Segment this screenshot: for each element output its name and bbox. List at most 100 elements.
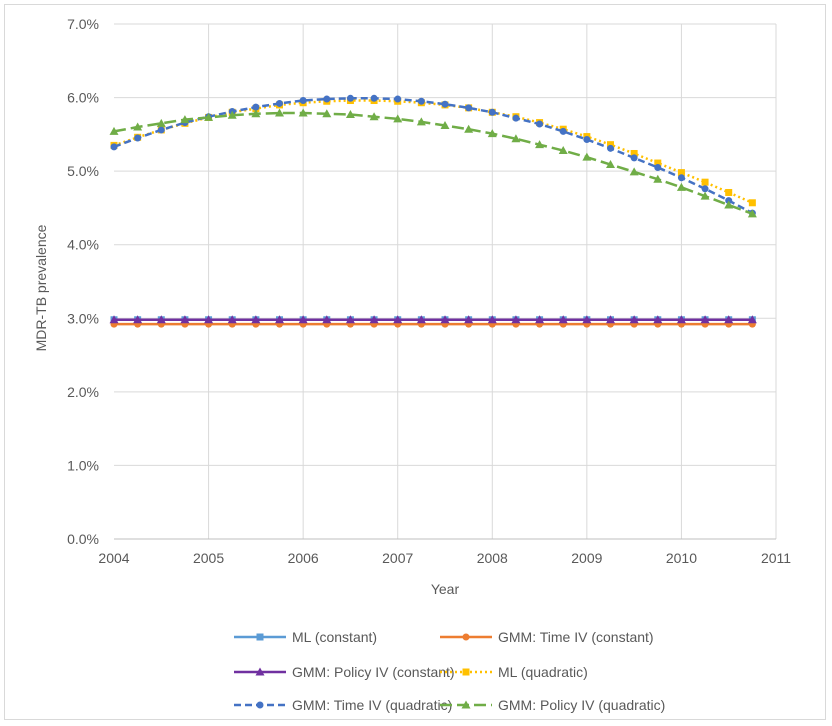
x-tick-label: 2004 (98, 550, 129, 566)
series-3 (110, 97, 756, 207)
legend-label: ML (quadratic) (498, 664, 588, 680)
data-point (345, 315, 355, 324)
data-point (677, 169, 685, 177)
y-tick-label: 6.0% (67, 90, 99, 106)
data-point (441, 100, 449, 108)
x-tick-label: 2008 (477, 550, 508, 566)
data-point (607, 144, 614, 152)
data-point (109, 126, 119, 135)
data-point (275, 315, 284, 324)
data-point (536, 120, 544, 128)
series-5 (109, 108, 757, 218)
data-point (299, 97, 307, 105)
legend-entry: GMM: Policy IV (quadratic) (440, 697, 665, 713)
data-point (582, 152, 592, 161)
data-point (701, 178, 709, 186)
x-tick-label: 2006 (288, 550, 319, 566)
data-point (251, 109, 261, 118)
data-point (440, 315, 450, 324)
data-point (748, 199, 756, 207)
legend-label: GMM: Policy IV (quadratic) (498, 697, 665, 713)
data-point (440, 121, 450, 130)
y-tick-label: 3.0% (67, 310, 99, 326)
data-point (393, 114, 403, 123)
y-tick-label: 0.0% (67, 531, 99, 547)
data-point (110, 143, 118, 151)
data-point (227, 110, 237, 119)
data-point (345, 109, 355, 118)
data-point (156, 315, 166, 324)
legend-swatch-marker (462, 633, 470, 641)
legend: ML (constant) GMM: Time IV (constant) GMM:… (234, 629, 665, 713)
legend-swatch-marker (255, 667, 265, 676)
series-line (113, 111, 753, 215)
data-point (654, 163, 662, 171)
legend-entry: ML (quadratic) (440, 664, 588, 680)
data-point (606, 160, 615, 169)
series-4 (110, 94, 756, 217)
data-point (701, 185, 709, 193)
data-point (204, 315, 214, 324)
data-point (558, 146, 568, 155)
data-point (700, 315, 710, 324)
data-point (676, 315, 686, 324)
data-point (724, 200, 734, 209)
data-point (298, 315, 308, 324)
y-axis-title: MDR-TB prevalence (33, 224, 49, 351)
data-point (369, 315, 379, 324)
data-point (677, 174, 685, 182)
data-point (251, 315, 261, 324)
y-tick-labels: 0.0% 1.0% 2.0% 3.0% 4.0% 5.0% 6.0% 7.0% (67, 16, 99, 547)
data-point (394, 95, 402, 103)
data-point (511, 315, 521, 324)
data-point (487, 129, 497, 138)
data-point (700, 191, 710, 200)
data-point (369, 112, 379, 121)
legend-label: GMM: Time IV (quadratic) (292, 697, 452, 713)
legend-label: GMM: Policy IV (constant) (292, 664, 455, 680)
x-tick-label: 2011 (761, 550, 791, 566)
data-point (416, 315, 426, 324)
data-point (487, 315, 497, 324)
data-point (134, 134, 142, 142)
data-point (606, 315, 615, 324)
x-tick-label: 2009 (571, 550, 602, 566)
data-point (133, 122, 143, 131)
x-tick-label: 2010 (666, 550, 697, 566)
data-point (747, 209, 757, 218)
data-point (416, 117, 426, 126)
data-point (370, 94, 378, 102)
series-group (109, 94, 757, 328)
legend-entry: GMM: Time IV (constant) (440, 629, 654, 645)
data-point (322, 315, 332, 324)
data-point (323, 95, 331, 103)
data-point (653, 315, 663, 324)
data-point (725, 188, 733, 196)
data-point (653, 174, 663, 183)
data-point (180, 115, 190, 124)
data-point (488, 108, 496, 116)
legend-swatch-marker (462, 668, 470, 676)
data-point (276, 99, 283, 107)
legend-swatch-marker (256, 701, 264, 709)
data-point (133, 315, 143, 324)
data-point (393, 315, 403, 324)
data-point (227, 315, 237, 324)
data-point (109, 315, 119, 324)
series-2 (109, 315, 757, 324)
legend-entry: GMM: Time IV (quadratic) (234, 697, 452, 713)
data-point (511, 134, 521, 143)
data-point (417, 97, 425, 105)
data-point (204, 112, 214, 121)
data-point (559, 127, 567, 135)
series-line (113, 97, 753, 215)
legend-label: ML (constant) (292, 629, 377, 645)
data-point (180, 315, 190, 324)
x-tick-label: 2007 (382, 550, 413, 566)
data-point (535, 140, 545, 149)
legend-swatch-marker (256, 633, 264, 641)
data-point (464, 124, 474, 133)
y-tick-label: 7.0% (67, 16, 99, 32)
x-axis-title: Year (431, 581, 460, 597)
